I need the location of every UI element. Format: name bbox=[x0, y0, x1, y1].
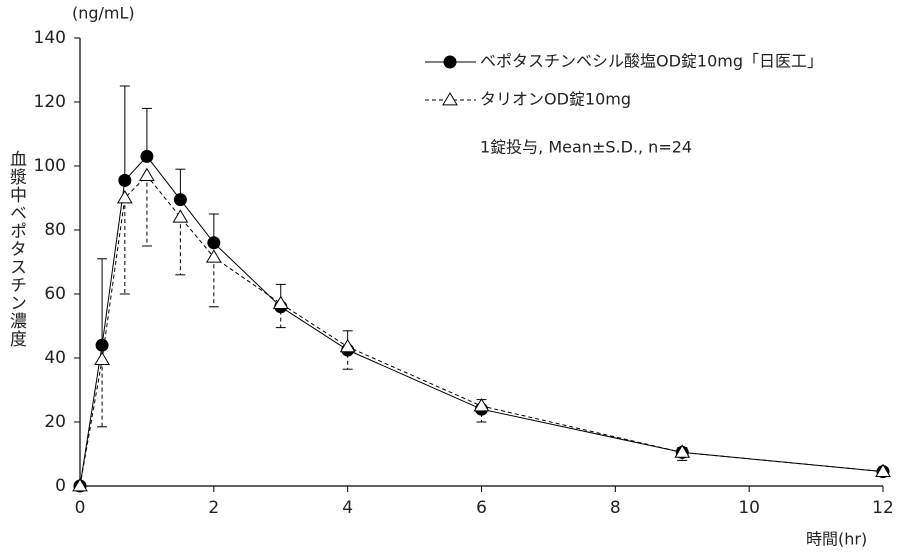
y-tick-label: 100 bbox=[34, 156, 66, 176]
y-tick-label: 140 bbox=[34, 28, 66, 48]
legend-marker bbox=[443, 55, 457, 69]
series-line bbox=[79, 155, 884, 487]
x-tick-label: 0 bbox=[75, 498, 86, 518]
data-point bbox=[339, 338, 356, 353]
data-point bbox=[95, 338, 109, 352]
data-point bbox=[205, 249, 222, 263]
x-axis-label: 時間(hr) bbox=[806, 530, 867, 549]
x-tick-label: 10 bbox=[738, 498, 760, 518]
legend-label: タリオンOD錠10mg bbox=[480, 90, 631, 109]
x-tick-label: 4 bbox=[342, 498, 353, 518]
data-point bbox=[140, 149, 154, 163]
y-tick-label: 120 bbox=[34, 92, 66, 112]
data-point bbox=[94, 351, 110, 365]
x-tick-label: 12 bbox=[872, 498, 894, 518]
y-tick-label: 20 bbox=[44, 412, 66, 432]
y-axis-label: 血漿中ベポタスチン濃度 bbox=[6, 150, 27, 348]
y-tick-label: 40 bbox=[44, 348, 66, 368]
data-point bbox=[116, 190, 133, 204]
data-point bbox=[473, 398, 490, 412]
x-tick-label: 8 bbox=[610, 498, 621, 518]
data-point bbox=[207, 236, 221, 250]
y-tick-label: 80 bbox=[44, 220, 66, 240]
x-tick-label: 6 bbox=[476, 498, 487, 518]
y-unit: (ng/mL) bbox=[72, 4, 135, 23]
data-point bbox=[272, 295, 289, 309]
x-tick-label: 2 bbox=[208, 498, 219, 518]
series-line bbox=[79, 174, 884, 487]
data-point bbox=[72, 478, 88, 492]
legend-marker bbox=[442, 92, 458, 106]
legend-label: ベポタスチンベシル酸塩OD錠10mg「日医工」 bbox=[480, 52, 823, 71]
data-point bbox=[875, 463, 891, 477]
data-point bbox=[172, 209, 189, 223]
data-point bbox=[674, 444, 691, 458]
data-point bbox=[173, 193, 187, 207]
data-point bbox=[118, 173, 132, 187]
annotation: 1錠投与, Mean±S.D., n=24 bbox=[480, 138, 692, 157]
y-tick-label: 0 bbox=[55, 476, 66, 496]
y-tick-label: 60 bbox=[44, 284, 66, 304]
data-point bbox=[139, 167, 155, 181]
